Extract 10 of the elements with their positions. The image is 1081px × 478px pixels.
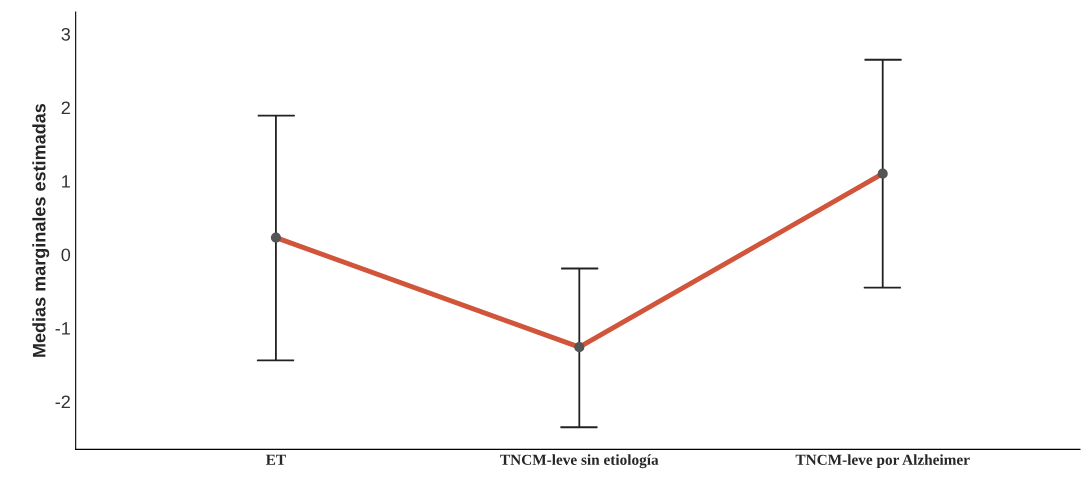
x-tick-label: TNCM-leve por Alzheimer: [795, 454, 970, 469]
y-tick-label: -2: [55, 395, 70, 409]
y-tick-label: 2: [61, 101, 70, 115]
y-tick-label: 1: [62, 175, 70, 188]
y-axis-title: Medias marginales estimadas: [32, 103, 50, 357]
y-tick-label: 3: [61, 27, 71, 41]
x-tick-label: TNCM-leve sin etiología: [500, 454, 659, 469]
y-tick-label: -1: [55, 322, 70, 335]
y-tick-label: 0: [61, 248, 71, 262]
x-tick-label: ET: [265, 454, 286, 465]
